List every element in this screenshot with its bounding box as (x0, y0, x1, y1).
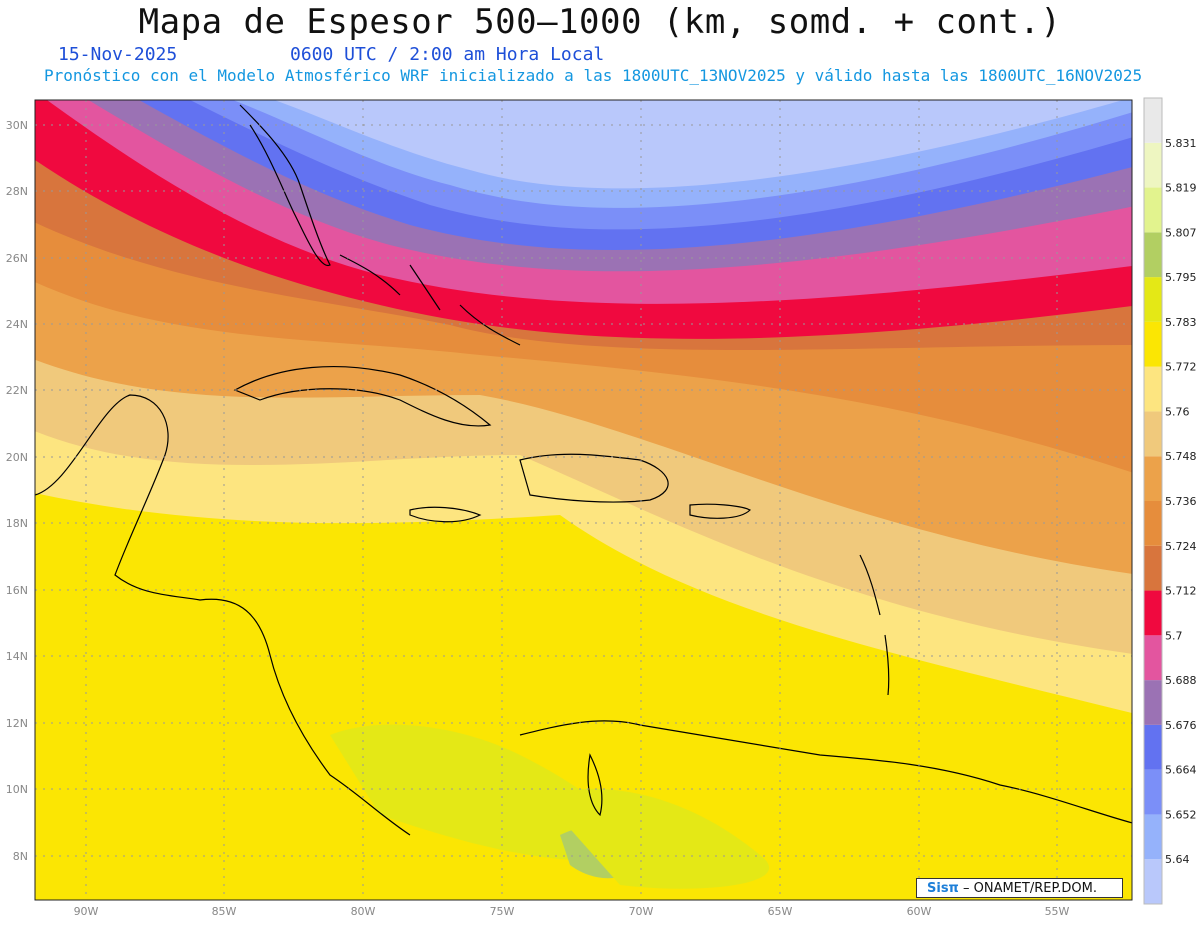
model-description: Pronóstico con el Modelo Atmosférico WRF… (44, 66, 1143, 85)
legend-swatch (1144, 232, 1162, 278)
legend-swatch (1144, 859, 1162, 904)
lat-axis: 30N 28N 26N 24N 22N 20N 18N 16N 14N 12N … (6, 119, 28, 863)
lat-tick-label: 8N (13, 850, 28, 863)
lat-tick-label: 16N (6, 584, 28, 597)
legend-swatch (1144, 680, 1162, 725)
legend-swatch (1144, 366, 1162, 412)
map-title: Mapa de Espesor 500–1000 (km, somd. + co… (138, 2, 1062, 42)
lon-tick-label: 90W (74, 905, 99, 918)
legend-level-label: 5.652 (1165, 808, 1197, 821)
legend-swatch (1144, 724, 1162, 770)
legend-level-label: 5.712 (1165, 585, 1197, 598)
legend-level-label: 5.819 (1165, 182, 1197, 195)
lon-tick-label: 85W (212, 905, 237, 918)
lon-gridlines (85, 100, 1058, 900)
lat-tick-label: 30N (6, 119, 28, 132)
legend-swatch (1144, 635, 1162, 681)
lat-tick-label: 14N (6, 650, 28, 663)
lon-axis: 90W 85W 80W 75W 70W 65W 60W 55W (74, 905, 1070, 918)
legend-swatch (1144, 590, 1162, 636)
legend-swatch (1144, 98, 1162, 143)
legend-level-label: 5.664 (1165, 764, 1197, 777)
band-below-5.64 (274, 100, 1123, 189)
legend-frame (1143, 97, 1163, 905)
legend-level-label: 5.772 (1165, 361, 1197, 374)
valid-date: 15-Nov-2025 (58, 44, 178, 65)
legend-level-label: 5.688 (1165, 674, 1197, 687)
legend-swatch (1144, 411, 1162, 457)
lat-tick-label: 20N (6, 451, 28, 464)
lat-tick-label: 12N (6, 717, 28, 730)
lon-tick-label: 55W (1045, 905, 1070, 918)
legend-level-label: 5.676 (1165, 719, 1197, 732)
coastlines (35, 104, 1132, 836)
lat-tick-label: 22N (6, 384, 28, 397)
band-5.783-patch2 (540, 788, 770, 889)
lon-tick-label: 65W (768, 905, 793, 918)
legend-level-label: 5.783 (1165, 316, 1197, 329)
legend-swatch (1144, 769, 1162, 815)
sispi-logo: Sisπ (927, 881, 959, 896)
legend-swatch (1144, 814, 1162, 860)
lon-tick-label: 70W (629, 905, 654, 918)
credit-text: – ONAMET/REP.DOM. (962, 881, 1098, 896)
legend-swatch (1144, 501, 1162, 546)
color-legend: 5.64 5.652 5.664 5.676 5.688 5.7 5.712 5.724 5.7… (1143, 97, 1197, 905)
thickness-bands (35, 100, 1132, 889)
legend-swatch (1144, 321, 1162, 367)
lat-tick-label: 24N (6, 318, 28, 331)
lon-tick-label: 60W (907, 905, 932, 918)
legend-swatch (1144, 456, 1162, 501)
legend-level-label: 5.748 (1165, 450, 1197, 463)
lon-tick-label: 75W (490, 905, 515, 918)
legend-level-label: 5.831 (1165, 137, 1197, 150)
lon-tick-label: 80W (351, 905, 376, 918)
legend-swatch (1144, 545, 1162, 591)
legend-level-label: 5.76 (1165, 405, 1190, 418)
lat-tick-label: 28N (6, 185, 28, 198)
lat-tick-label: 26N (6, 252, 28, 265)
legend-level-label: 5.64 (1165, 853, 1190, 866)
legend-level-label: 5.7 (1165, 629, 1183, 642)
legend-level-label: 5.795 (1165, 271, 1197, 284)
lat-tick-label: 18N (6, 517, 28, 530)
lat-tick-label: 10N (6, 783, 28, 796)
legend-swatch (1144, 142, 1162, 188)
legend-level-label: 5.724 (1165, 540, 1197, 553)
thickness-map: 30N 28N 26N 24N 22N 20N 18N 16N 14N 12N … (6, 99, 1133, 918)
legend-swatch (1144, 277, 1162, 322)
credit-badge: Sisπ – ONAMET/REP.DOM. (916, 878, 1123, 898)
legend-level-label: 5.807 (1165, 226, 1197, 239)
valid-time: 0600 UTC / 2:00 am Hora Local (290, 44, 605, 65)
legend-level-label: 5.736 (1165, 495, 1197, 508)
legend-swatch (1144, 187, 1162, 233)
band-5.783-patch (330, 724, 640, 861)
